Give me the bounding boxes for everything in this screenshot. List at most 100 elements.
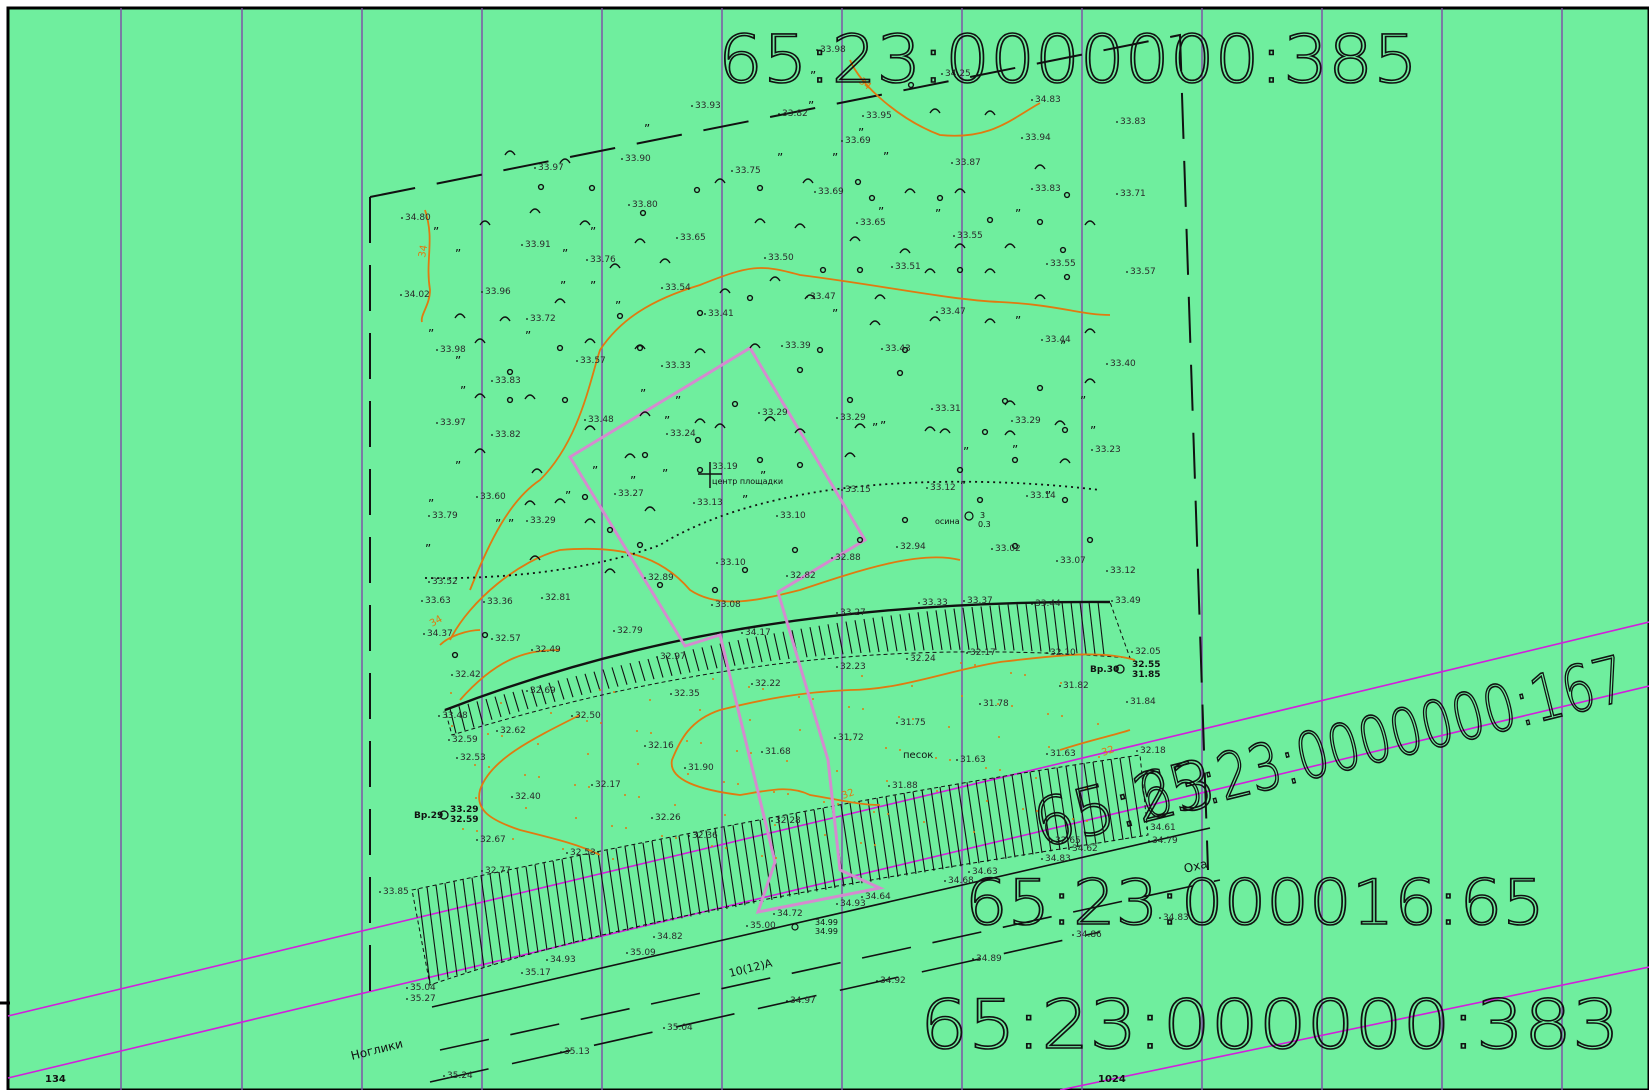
sand-dot bbox=[762, 688, 764, 690]
slope-hatch bbox=[494, 696, 502, 718]
svg-text:32.55: 32.55 bbox=[1132, 660, 1160, 670]
spot-elevation-dot bbox=[483, 601, 485, 603]
spot-elevation-dot bbox=[1046, 753, 1048, 755]
sand-dot bbox=[750, 752, 752, 754]
spot-elevation-dot bbox=[491, 434, 493, 436]
sand-dot bbox=[974, 664, 976, 666]
spot-elevation-label: 33.33 bbox=[922, 598, 948, 608]
sand-dot bbox=[911, 685, 913, 687]
grass-symbol bbox=[749, 343, 761, 349]
spot-elevation-dot bbox=[831, 557, 833, 559]
spot-elevation-label: 32.69 bbox=[530, 686, 556, 696]
grass-symbol bbox=[609, 263, 621, 269]
slope-hatch bbox=[876, 798, 890, 879]
sand-dot bbox=[774, 824, 776, 826]
spot-elevation-label: 33.63 bbox=[425, 596, 451, 606]
contour-lines bbox=[420, 59, 1136, 856]
shrub-symbol bbox=[711, 586, 719, 594]
spot-elevation-dot bbox=[936, 311, 938, 313]
spot-elevation-label: 33.10 bbox=[780, 511, 806, 521]
spot-elevation-dot bbox=[758, 412, 760, 414]
well-30: Вр.30 32.55 31.85 bbox=[1090, 660, 1160, 680]
tick-symbol: ” bbox=[640, 387, 646, 401]
grass-symbol bbox=[579, 220, 591, 226]
vegetation-symbols: ” ” ” ” ” ” ” ” ” ” ” ” ” ” ” ” ” ” ” ” ” ” ” ” ” ” ” ” ” ” ” ” ” ” ” ” ” ” ” ”… bbox=[425, 69, 1100, 860]
slope-hatch bbox=[849, 802, 863, 884]
tick-symbol: ” bbox=[878, 205, 884, 219]
grass-symbol bbox=[474, 338, 486, 344]
spot-elevation-label: 33.13 bbox=[697, 498, 723, 508]
km-left-label: 134 bbox=[45, 1074, 66, 1085]
shrub-symbol bbox=[896, 369, 904, 377]
spot-elevation-dot bbox=[926, 487, 928, 489]
sand-dot bbox=[611, 825, 613, 827]
tick-symbol: ” bbox=[560, 279, 566, 293]
spot-elevation-label: 33.23 bbox=[1095, 445, 1121, 455]
grass-symbol bbox=[639, 411, 651, 417]
grass-symbol bbox=[924, 426, 936, 432]
spot-elevation-dot bbox=[496, 730, 498, 732]
sand-dot bbox=[475, 797, 477, 799]
spot-elevation-label: 32.62 bbox=[500, 726, 526, 736]
slope-hatch bbox=[489, 873, 503, 963]
spot-elevation-label: 34.86 bbox=[1076, 930, 1102, 940]
sand-dot bbox=[860, 842, 862, 844]
slope-hatch bbox=[642, 842, 656, 925]
svg-text:32.59: 32.59 bbox=[450, 815, 478, 825]
tick-symbol: ” bbox=[455, 354, 461, 368]
slope-hatch bbox=[458, 706, 466, 731]
shrub-symbol bbox=[936, 194, 944, 202]
slope-hatch bbox=[624, 846, 638, 929]
shrub-symbol bbox=[639, 209, 647, 217]
slope-hatch bbox=[948, 785, 962, 867]
spot-elevation-label: 35.27 bbox=[410, 994, 436, 1004]
shrub-symbol bbox=[1001, 397, 1009, 405]
svg-text:34.99: 34.99 bbox=[815, 927, 838, 936]
grass-symbol bbox=[954, 243, 966, 249]
slope-hatch bbox=[984, 779, 998, 861]
spot-elevation-label: 33.55 bbox=[1050, 259, 1076, 269]
tick-symbol: ” bbox=[662, 467, 668, 481]
shrub-symbol bbox=[868, 194, 876, 202]
tick-symbol: ” bbox=[615, 299, 621, 313]
spot-elevation-dot bbox=[781, 345, 783, 347]
slope-hatch bbox=[606, 850, 620, 933]
grass-symbol bbox=[479, 220, 491, 226]
spot-elevation-dot bbox=[896, 546, 898, 548]
svg-text:32: 32 bbox=[1100, 744, 1116, 759]
sand-dot bbox=[949, 759, 951, 761]
grass-symbol bbox=[939, 428, 951, 434]
slope-hatch bbox=[516, 868, 530, 955]
spot-elevation-label: 34.25 bbox=[945, 69, 971, 79]
sand-dot bbox=[600, 722, 602, 724]
spot-elevation-label: 34.93 bbox=[840, 899, 866, 909]
spot-elevation-label: 33.14 bbox=[1030, 491, 1056, 501]
slope-hatch bbox=[435, 884, 449, 978]
spot-elevation-label: 33.07 bbox=[1060, 556, 1086, 566]
slope-hatch bbox=[732, 825, 746, 906]
svg-text:34.99: 34.99 bbox=[815, 918, 838, 927]
grass-symbol bbox=[504, 150, 516, 156]
sand-dot bbox=[487, 733, 489, 735]
spot-elevation-dot bbox=[778, 113, 780, 115]
slope-hatch bbox=[939, 786, 953, 868]
shrub-symbol bbox=[746, 294, 754, 302]
site-boundary bbox=[369, 33, 1209, 1008]
spot-elevation-label: 33.80 bbox=[632, 200, 658, 210]
slope-hatch bbox=[462, 879, 476, 970]
shrub-symbol bbox=[506, 396, 514, 404]
spot-elevation-dot bbox=[1136, 750, 1138, 752]
grass-symbol bbox=[1084, 328, 1096, 334]
grass-symbol bbox=[524, 394, 536, 400]
spot-elevation-label: 34.83 bbox=[1035, 95, 1061, 105]
spot-elevation-label: 31.78 bbox=[983, 699, 1009, 709]
grass-symbol bbox=[849, 236, 861, 242]
sand-dot bbox=[711, 845, 713, 847]
sand-dot bbox=[661, 835, 663, 837]
slope-lower bbox=[411, 754, 1149, 986]
spot-elevation-label: 33.48 bbox=[442, 711, 468, 721]
spot-elevation-dot bbox=[644, 745, 646, 747]
slope-hatch bbox=[894, 794, 908, 876]
sand-dot bbox=[524, 774, 526, 776]
